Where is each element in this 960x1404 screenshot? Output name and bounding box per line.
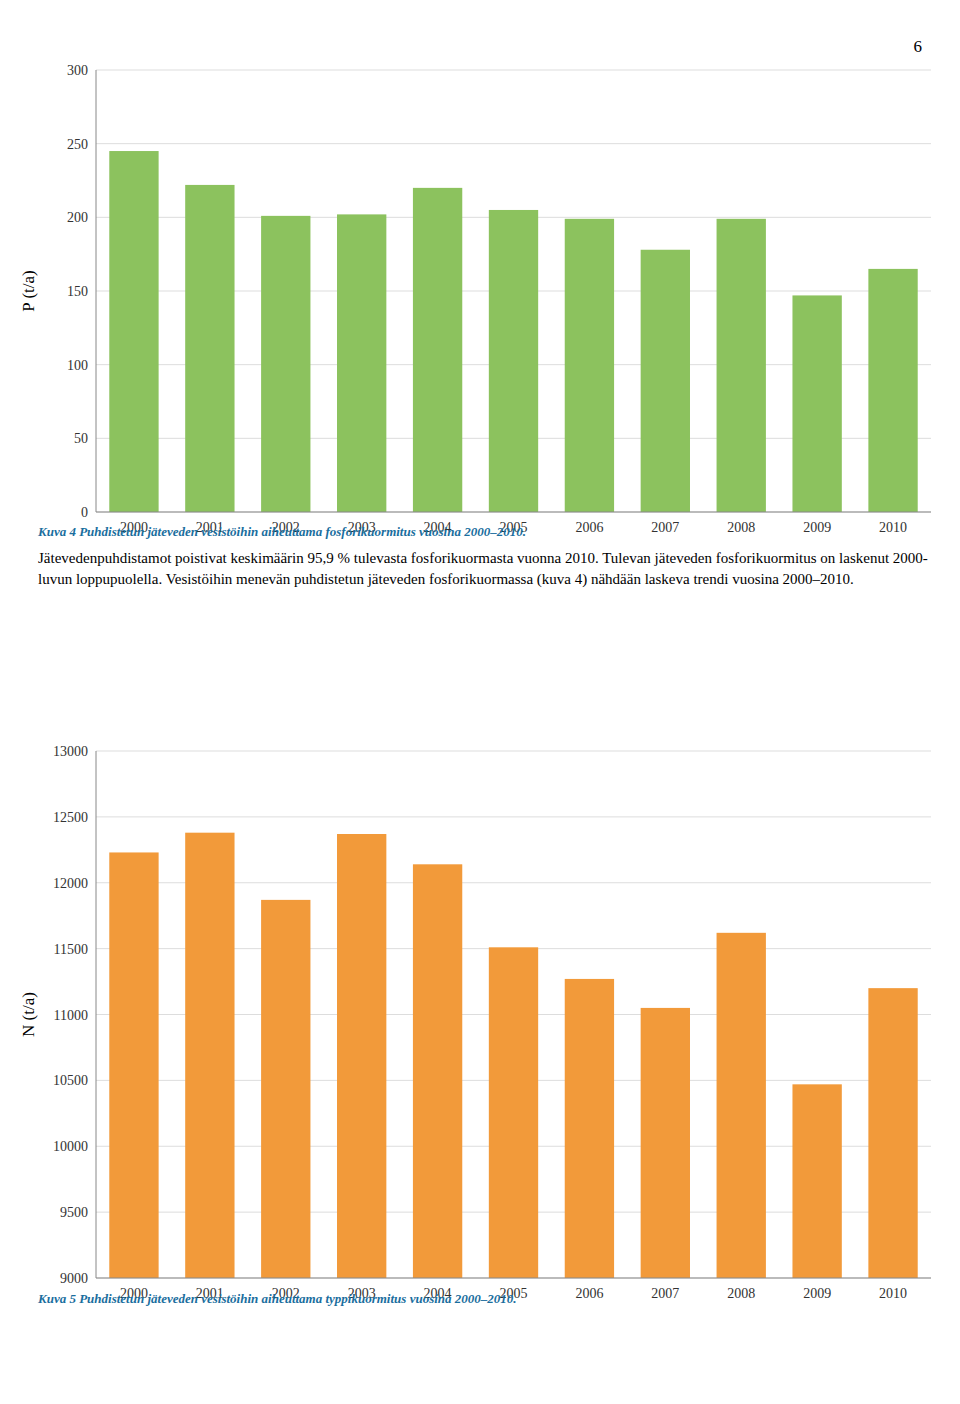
bar xyxy=(261,900,310,1278)
y-axis xyxy=(96,751,97,1278)
x-tick-label: 2006 xyxy=(575,520,603,535)
chart: 9000 9500 10000 10500 11000 11500 12000 12500 13… xyxy=(19,744,931,1306)
x-tick-label: 2008 xyxy=(727,1286,755,1301)
grid-line xyxy=(96,512,931,513)
x-tick-label: 2008 xyxy=(727,520,755,535)
y-tick-label: 12500 xyxy=(53,810,88,825)
y-tick-label: 300 xyxy=(67,63,88,78)
bar xyxy=(489,210,538,512)
x-axis xyxy=(96,1278,931,1279)
x-tick-label: 2006 xyxy=(575,1286,603,1301)
y-axis-label: N (t/a) xyxy=(19,992,38,1037)
caption: Kuva 5 Puhdistetun jäteveden vesistöihin… xyxy=(37,1291,517,1306)
x-tick-label: 2007 xyxy=(651,1286,679,1301)
x-tick-label: 2007 xyxy=(651,520,679,535)
bar xyxy=(337,214,386,512)
y-axis xyxy=(96,70,97,512)
x-tick-label: 2010 xyxy=(879,1286,907,1301)
y-tick-label: 13000 xyxy=(53,744,88,759)
text-block: Jätevedenpuhdistamot poistivat keskimäär… xyxy=(38,548,931,590)
y-tick-label: 11500 xyxy=(54,942,88,957)
bar xyxy=(185,833,234,1278)
caption: Kuva 4 Puhdistetun jäteveden vesistöihin… xyxy=(37,524,526,539)
y-tick-label: 50 xyxy=(74,431,88,446)
y-tick-label: 0 xyxy=(81,505,88,520)
bar xyxy=(868,269,917,512)
y-tick-label: 10500 xyxy=(53,1073,88,1088)
bars xyxy=(109,151,917,512)
bar xyxy=(109,151,158,512)
grid-line xyxy=(96,1278,931,1279)
x-tick-label: 2009 xyxy=(803,1286,831,1301)
grid-line xyxy=(96,751,931,752)
y-tick-label: 9000 xyxy=(60,1271,88,1286)
bar xyxy=(641,250,690,512)
y-tick-label: 100 xyxy=(67,358,88,373)
bar xyxy=(185,185,234,512)
bar xyxy=(261,216,310,512)
y-tick-label: 10000 xyxy=(53,1139,88,1154)
bar xyxy=(792,1084,841,1278)
y-tick-label: 150 xyxy=(67,284,88,299)
y-tick-label: 200 xyxy=(67,210,88,225)
bars xyxy=(109,833,917,1278)
bar xyxy=(337,834,386,1278)
y-axis-label: P (t/a) xyxy=(19,270,38,311)
bar xyxy=(792,295,841,512)
y-tick-label: 11000 xyxy=(54,1008,88,1023)
y-tick-label: 9500 xyxy=(60,1205,88,1220)
page: 6050100150200250300200020012002200320042… xyxy=(0,0,960,1404)
bar xyxy=(489,947,538,1278)
y-tick-label: 250 xyxy=(67,137,88,152)
page-number: 6 xyxy=(914,37,923,56)
x-axis xyxy=(96,512,931,513)
bar xyxy=(717,219,766,512)
bar xyxy=(565,979,614,1278)
x-tick-label: 2010 xyxy=(879,520,907,535)
bar xyxy=(868,988,917,1278)
bar xyxy=(413,864,462,1278)
chart: 0501001502002503002000200120022003200420… xyxy=(19,63,931,539)
grid-line xyxy=(96,816,931,817)
x-tick-label: 2009 xyxy=(803,520,831,535)
bar xyxy=(109,852,158,1278)
bar xyxy=(413,188,462,512)
bar xyxy=(717,933,766,1278)
grid-line xyxy=(96,70,931,71)
bar xyxy=(565,219,614,512)
grid-line xyxy=(96,143,931,144)
y-tick-label: 12000 xyxy=(53,876,88,891)
bar xyxy=(641,1008,690,1278)
